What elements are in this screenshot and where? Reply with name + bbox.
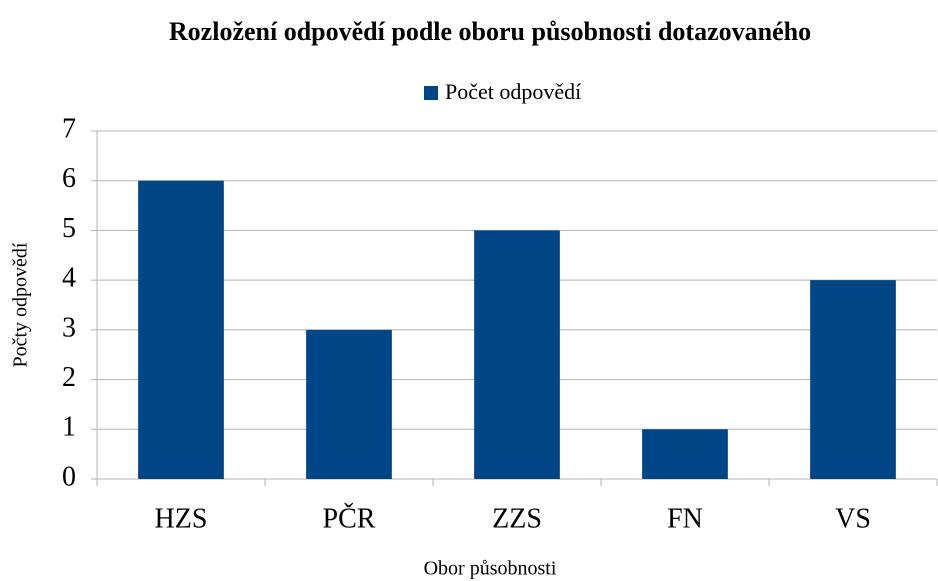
bar	[810, 280, 896, 479]
x-tick-label: VS	[835, 503, 871, 534]
y-tick-label: 7	[62, 113, 76, 144]
bar	[306, 329, 392, 479]
x-tick-label: PČR	[323, 503, 376, 534]
y-tick-label: 2	[62, 362, 76, 393]
y-tick-label: 4	[62, 263, 76, 294]
y-tick-label: 3	[62, 312, 76, 343]
x-axis-title: Obor působnosti	[424, 558, 557, 580]
x-tick-label: ZZS	[492, 503, 542, 534]
y-axis-title: Počty odpovědí	[10, 242, 32, 367]
x-tick-label: FN	[667, 503, 703, 534]
y-tick-label: 1	[62, 412, 76, 443]
chart-title: Rozložení odpovědí podle oboru působnost…	[169, 17, 811, 46]
bar	[642, 429, 728, 479]
y-tick-label: 0	[62, 461, 76, 492]
y-tick-label: 5	[62, 213, 76, 244]
legend-swatch	[424, 86, 438, 100]
y-tick-label: 6	[62, 163, 76, 194]
x-tick-label: HZS	[155, 503, 208, 534]
bar	[138, 180, 224, 479]
legend-label: Počet odpovědí	[445, 79, 581, 104]
bar	[474, 230, 560, 479]
